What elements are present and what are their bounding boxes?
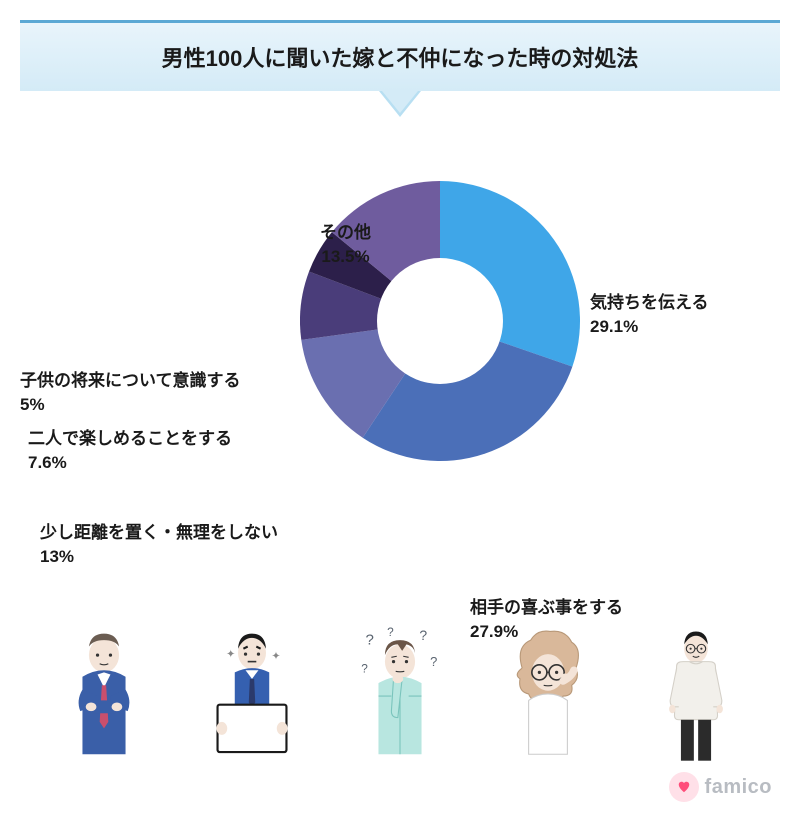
slice-label-text: 子供の将来について意識する bbox=[20, 371, 241, 390]
slice-label-pct: 29.1% bbox=[590, 315, 709, 339]
page-title: 男性100人に聞いた嫁と不仲になった時の対処法 bbox=[20, 41, 780, 73]
slice-label-pct: 13% bbox=[40, 545, 278, 569]
svg-text:?: ? bbox=[366, 631, 374, 648]
slice-label-pct: 5% bbox=[20, 393, 241, 417]
logo-text: famico bbox=[705, 776, 772, 799]
logo-icon bbox=[669, 772, 699, 802]
slice-label: 少し距離を置く・無理をしない 13% bbox=[40, 521, 278, 569]
slice-label-text: 気持ちを伝える bbox=[590, 293, 709, 312]
title-banner: 男性100人に聞いた嫁と不仲になった時の対処法 bbox=[20, 20, 780, 91]
slice-label-text: その他 bbox=[320, 223, 371, 242]
svg-text:✦: ✦ bbox=[226, 648, 235, 660]
slice-label-pct: 13.5% bbox=[320, 245, 371, 269]
chart-area: 気持ちを伝える29.1%相手の喜ぶ事をする27.9%少し距離を置く・無理をしない… bbox=[0, 121, 800, 601]
slice-label-pct: 7.6% bbox=[28, 451, 232, 475]
slice-label-text: 二人で楽しめることをする bbox=[28, 429, 232, 448]
slice-label-text: 少し距離を置く・無理をしない bbox=[40, 523, 278, 542]
person-businessman bbox=[44, 625, 164, 765]
slice-label: 子供の将来について意識する 5% bbox=[20, 369, 241, 417]
people-illustrations: ✦ ✦ ? ? ? ? ? bbox=[0, 615, 800, 765]
slice-label: 気持ちを伝える 29.1% bbox=[590, 291, 709, 339]
person-holding-sign: ✦ ✦ bbox=[192, 625, 312, 765]
svg-text:✦: ✦ bbox=[271, 650, 280, 662]
person-thinking: ? ? ? ? ? bbox=[340, 625, 460, 765]
svg-text:?: ? bbox=[430, 654, 437, 669]
svg-text:?: ? bbox=[387, 625, 394, 639]
svg-text:?: ? bbox=[419, 627, 427, 643]
heart-icon bbox=[677, 780, 691, 794]
slice-label: 二人で楽しめることをする 7.6% bbox=[28, 427, 232, 475]
person-standing bbox=[636, 625, 756, 765]
person-curly-glasses bbox=[488, 625, 608, 765]
slice-label: その他 13.5% bbox=[320, 221, 371, 269]
logo: famico bbox=[669, 772, 772, 802]
svg-text:?: ? bbox=[361, 661, 368, 675]
banner-arrow bbox=[382, 91, 418, 113]
